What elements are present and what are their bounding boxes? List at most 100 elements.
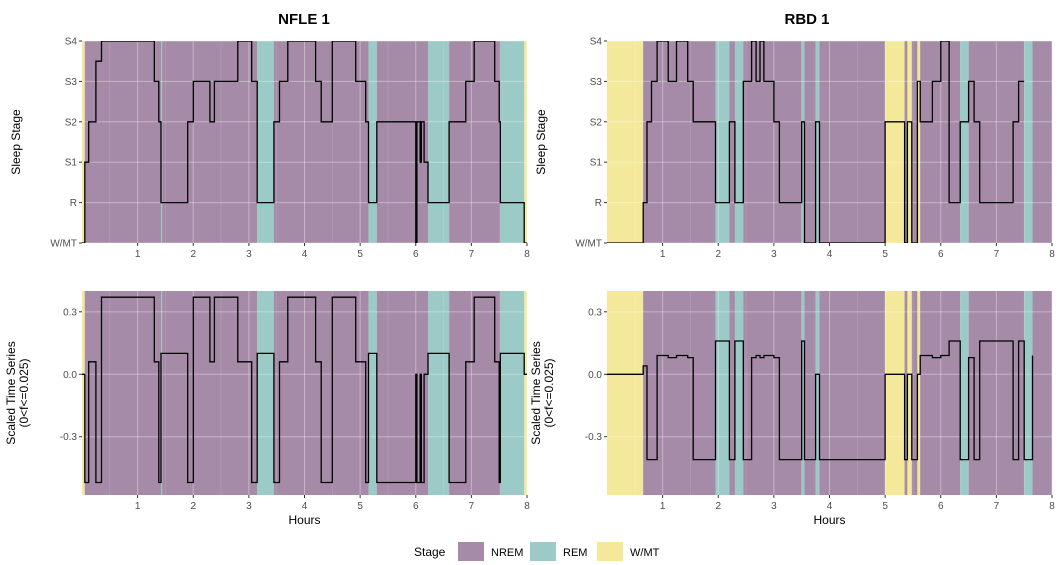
x-tick-label: 4 <box>827 501 833 512</box>
y-tick-label: 0.0 <box>588 370 602 381</box>
stage-band-rem <box>257 291 274 495</box>
y-axis-label: Sleep Stage <box>534 109 548 175</box>
y-tick-label: 0.0 <box>63 370 77 381</box>
x-tick-label: 6 <box>413 249 419 260</box>
stage-band-nrem <box>376 41 428 243</box>
y-tick-label: -0.3 <box>585 432 603 443</box>
stage-band-wmt <box>607 41 644 243</box>
stage-band-wmt <box>917 291 921 495</box>
y-tick-label: S3 <box>65 77 78 88</box>
legend-label-nrem: NREM <box>491 547 523 559</box>
stage-band-nrem <box>84 291 161 495</box>
stage-band-nrem <box>376 291 428 495</box>
x-tick-label: 4 <box>302 501 308 512</box>
stage-band-nrem <box>1032 291 1052 495</box>
stage-band-wmt <box>907 41 912 243</box>
x-tick-label: 1 <box>135 249 141 260</box>
legend-swatch-rem <box>530 542 556 561</box>
y-axis-label: Sleep Stage <box>9 109 23 175</box>
y-tick-label: 0.3 <box>588 307 602 318</box>
y-axis-label-line: Scaled Time Series <box>529 341 543 444</box>
panel-title: NFLE 1 <box>278 11 330 28</box>
x-tick-label: 3 <box>771 249 777 260</box>
x-tick-label: 1 <box>135 501 141 512</box>
stage-band-rem <box>960 291 969 495</box>
stage-band-nrem <box>920 291 961 495</box>
y-tick-label: R <box>70 198 77 209</box>
stage-band-wmt <box>907 291 912 495</box>
stage-band-nrem <box>273 41 369 243</box>
x-tick-label: 4 <box>827 249 833 260</box>
x-tick-label: 5 <box>882 249 888 260</box>
panel-nfle-stage: NFLE 1 W/MT R S1 S2 S3 S4 1 2 3 4 5 6 7 8 Sleep Stage <box>9 11 530 260</box>
stage-band-nrem <box>968 41 1025 243</box>
stage-band-nrem <box>804 41 816 243</box>
legend-title: Stage <box>414 545 446 559</box>
stage-band-nrem <box>643 41 716 243</box>
x-tick-label: 8 <box>524 501 530 512</box>
legend-swatch-nrem <box>458 542 484 561</box>
stage-band-wmt <box>917 41 921 243</box>
y-tick-label: R <box>595 198 602 209</box>
x-tick-label: 4 <box>302 249 308 260</box>
stage-band-rem <box>734 291 744 495</box>
x-tick-label: 7 <box>994 501 1000 512</box>
stage-band-rem <box>801 291 805 495</box>
panel-title: RBD 1 <box>784 11 829 28</box>
y-axis-label: Scaled Time Series(0<f<=0.025) <box>529 341 556 444</box>
stage-band-rem <box>427 291 450 495</box>
x-tick-label: 5 <box>357 249 363 260</box>
stage-band-rem <box>815 291 820 495</box>
stage-band-nrem <box>911 41 918 243</box>
legend-swatch-wmt <box>597 542 623 561</box>
x-tick-label: 6 <box>413 501 419 512</box>
stage-band-nrem <box>904 41 908 243</box>
series-line <box>607 41 1025 243</box>
stage-band-nrem <box>643 291 716 495</box>
stage-band-nrem <box>911 291 918 495</box>
x-tick-label: 3 <box>246 501 252 512</box>
x-tick-label: 7 <box>469 249 475 260</box>
stage-band-nrem <box>819 291 886 495</box>
stage-band-rem <box>257 41 274 243</box>
panel-rbd-stage: RBD 1 W/MT R S1 S2 S3 S4 1 2 3 4 5 6 7 8 Sleep Stage <box>534 11 1055 260</box>
y-tick-label: S1 <box>590 158 603 169</box>
x-tick-label: 5 <box>357 501 363 512</box>
stage-band-rem <box>734 41 744 243</box>
stage-band-rem <box>1024 41 1033 243</box>
stage-band-rem <box>815 41 820 243</box>
stage-band-rem <box>801 41 805 243</box>
x-tick-label: 7 <box>994 249 1000 260</box>
stage-band-rem <box>715 291 730 495</box>
x-tick-label: 8 <box>1049 501 1055 512</box>
y-tick-label: S1 <box>65 158 78 169</box>
x-tick-label: 6 <box>938 249 944 260</box>
panel-nfle-series: -0.3 0.0 0.3 1 2 3 4 5 6 7 8 Scaled Time Series(0<f… <box>4 291 530 527</box>
stage-band-nrem <box>819 41 886 243</box>
y-tick-label: 0.3 <box>63 307 77 318</box>
y-tick-label: S3 <box>590 77 603 88</box>
x-tick-label: 3 <box>771 501 777 512</box>
x-tick-label: 2 <box>715 501 721 512</box>
x-tick-label: 1 <box>660 249 666 260</box>
stage-band-wmt <box>885 291 905 495</box>
y-tick-label: S2 <box>65 117 78 128</box>
series-line <box>82 41 527 243</box>
stage-band-rem <box>368 41 377 243</box>
y-tick-label: -0.3 <box>60 432 78 443</box>
x-tick-label: 8 <box>1049 249 1055 260</box>
y-tick-label: S2 <box>590 117 603 128</box>
x-tick-label: 6 <box>938 501 944 512</box>
y-axis-label: Scaled Time Series(0<f<=0.025) <box>4 341 31 444</box>
legend-label-wmt: W/MT <box>630 547 660 559</box>
stage-band-wmt <box>524 41 527 243</box>
y-tick-label: S4 <box>65 37 78 48</box>
x-axis-label: Hours <box>813 513 845 527</box>
stage-band-wmt <box>885 41 905 243</box>
series-line <box>82 296 527 484</box>
stage-band-nrem <box>729 41 735 243</box>
x-tick-label: 2 <box>190 501 196 512</box>
stage-band-wmt <box>607 291 644 495</box>
stage-band-nrem <box>729 291 735 495</box>
